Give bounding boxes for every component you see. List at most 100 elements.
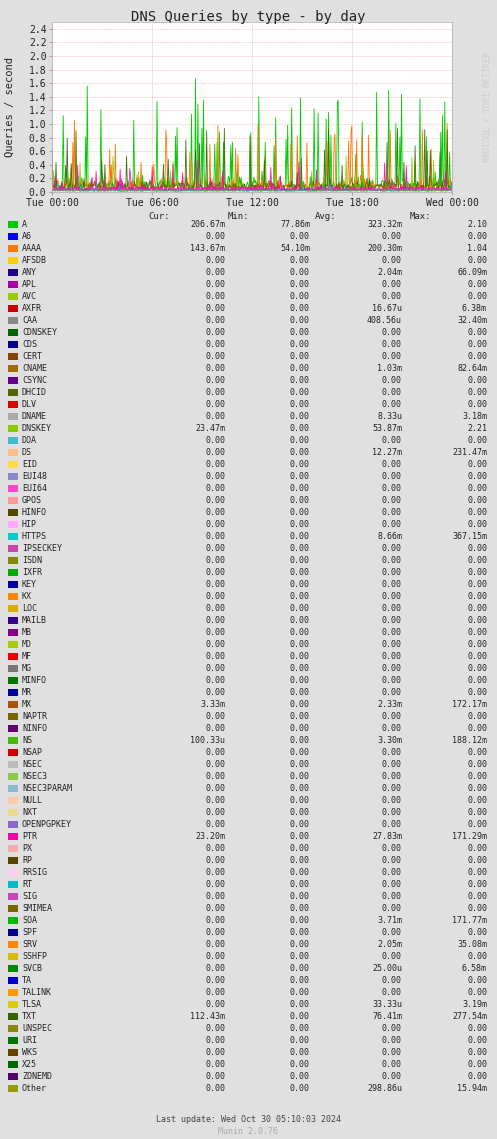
Text: 0.00: 0.00	[205, 519, 225, 528]
Text: 277.54m: 277.54m	[452, 1013, 487, 1022]
Text: 54.10m: 54.10m	[280, 244, 310, 253]
Text: RRDTOOL / TOBI OETIKER: RRDTOOL / TOBI OETIKER	[483, 52, 492, 162]
Text: 0.00: 0.00	[290, 376, 310, 385]
Text: 0.00: 0.00	[382, 556, 402, 565]
Text: 0.00: 0.00	[382, 857, 402, 866]
Text: AXFR: AXFR	[22, 304, 42, 312]
Text: 35.08m: 35.08m	[457, 941, 487, 949]
Text: AVC: AVC	[22, 292, 37, 301]
Text: 0.00: 0.00	[205, 616, 225, 625]
Text: 0.00: 0.00	[290, 495, 310, 505]
Text: 0.00: 0.00	[205, 255, 225, 264]
Text: 0.00: 0.00	[290, 231, 310, 240]
Text: 0.00: 0.00	[467, 387, 487, 396]
Text: DOA: DOA	[22, 436, 37, 444]
Text: 0.00: 0.00	[382, 484, 402, 493]
Text: IXFR: IXFR	[22, 568, 42, 577]
Text: 12.27m: 12.27m	[372, 448, 402, 457]
Text: 0.00: 0.00	[205, 941, 225, 949]
Text: 0.00: 0.00	[205, 556, 225, 565]
Text: NSEC: NSEC	[22, 760, 42, 769]
Text: 0.00: 0.00	[290, 1024, 310, 1033]
Text: 0.00: 0.00	[205, 328, 225, 337]
Text: 0.00: 0.00	[467, 1024, 487, 1033]
Text: 0.00: 0.00	[205, 952, 225, 961]
Text: 0.00: 0.00	[290, 532, 310, 541]
Text: 0.00: 0.00	[205, 652, 225, 661]
Text: URI: URI	[22, 1036, 37, 1046]
Text: 0.00: 0.00	[205, 448, 225, 457]
Text: 0.00: 0.00	[290, 760, 310, 769]
Text: 0.00: 0.00	[467, 508, 487, 517]
Text: 0.00: 0.00	[205, 1060, 225, 1070]
Text: CERT: CERT	[22, 352, 42, 361]
Text: PTR: PTR	[22, 833, 37, 842]
Text: Max:: Max:	[410, 212, 431, 221]
Text: 0.00: 0.00	[205, 472, 225, 481]
Text: KEY: KEY	[22, 580, 37, 589]
Text: SMIMEA: SMIMEA	[22, 904, 52, 913]
Text: 0.00: 0.00	[205, 748, 225, 757]
Text: 0.00: 0.00	[290, 255, 310, 264]
Text: 0.00: 0.00	[290, 328, 310, 337]
Text: 0.00: 0.00	[205, 965, 225, 974]
Text: 0.00: 0.00	[382, 568, 402, 577]
Text: 0.00: 0.00	[205, 820, 225, 829]
Text: 0.00: 0.00	[290, 796, 310, 805]
Text: 0.00: 0.00	[467, 592, 487, 601]
Text: CAA: CAA	[22, 316, 37, 325]
Text: 0.00: 0.00	[467, 760, 487, 769]
Text: 0.00: 0.00	[290, 700, 310, 710]
Text: TALINK: TALINK	[22, 989, 52, 998]
Text: 206.67m: 206.67m	[190, 220, 225, 229]
Text: 77.86m: 77.86m	[280, 220, 310, 229]
Text: 0.00: 0.00	[467, 376, 487, 385]
Text: 367.15m: 367.15m	[452, 532, 487, 541]
Text: CSYNC: CSYNC	[22, 376, 47, 385]
Text: 0.00: 0.00	[290, 688, 310, 697]
Text: OPENPGPKEY: OPENPGPKEY	[22, 820, 72, 829]
Text: SRV: SRV	[22, 941, 37, 949]
Text: 0.00: 0.00	[382, 688, 402, 697]
Text: 0.00: 0.00	[205, 411, 225, 420]
Text: HIP: HIP	[22, 519, 37, 528]
Text: 0.00: 0.00	[290, 604, 310, 613]
Text: 0.00: 0.00	[290, 1060, 310, 1070]
Text: Munin 2.0.76: Munin 2.0.76	[219, 1128, 278, 1137]
Text: 0.00: 0.00	[290, 904, 310, 913]
Text: 0.00: 0.00	[382, 844, 402, 853]
Text: NSAP: NSAP	[22, 748, 42, 757]
Text: SVCB: SVCB	[22, 965, 42, 974]
Text: 0.00: 0.00	[290, 916, 310, 925]
Text: 0.00: 0.00	[382, 1073, 402, 1081]
Text: TXT: TXT	[22, 1013, 37, 1022]
Text: 0.00: 0.00	[205, 1000, 225, 1009]
Text: 0.00: 0.00	[382, 580, 402, 589]
Text: 0.00: 0.00	[290, 268, 310, 277]
Text: 143.67m: 143.67m	[190, 244, 225, 253]
Text: 0.00: 0.00	[205, 796, 225, 805]
Text: 0.00: 0.00	[467, 652, 487, 661]
Text: 23.20m: 23.20m	[195, 833, 225, 842]
Text: 0.00: 0.00	[290, 892, 310, 901]
Text: NSEC3PARAM: NSEC3PARAM	[22, 784, 72, 793]
Text: 0.00: 0.00	[205, 400, 225, 409]
Text: 323.32m: 323.32m	[367, 220, 402, 229]
Text: Cur:: Cur:	[148, 212, 169, 221]
Text: A: A	[22, 220, 27, 229]
Text: 3.71m: 3.71m	[377, 916, 402, 925]
Text: 0.00: 0.00	[467, 892, 487, 901]
Text: 82.64m: 82.64m	[457, 363, 487, 372]
Text: 0.00: 0.00	[467, 748, 487, 757]
Text: 0.00: 0.00	[467, 580, 487, 589]
Text: 0.00: 0.00	[382, 784, 402, 793]
Text: PX: PX	[22, 844, 32, 853]
Text: KX: KX	[22, 592, 32, 601]
Text: 0.00: 0.00	[205, 436, 225, 444]
Text: 0.00: 0.00	[290, 1073, 310, 1081]
Text: 0.00: 0.00	[205, 916, 225, 925]
Text: 0.00: 0.00	[382, 976, 402, 985]
Text: 0.00: 0.00	[467, 568, 487, 577]
Text: APL: APL	[22, 279, 37, 288]
Text: 53.87m: 53.87m	[372, 424, 402, 433]
